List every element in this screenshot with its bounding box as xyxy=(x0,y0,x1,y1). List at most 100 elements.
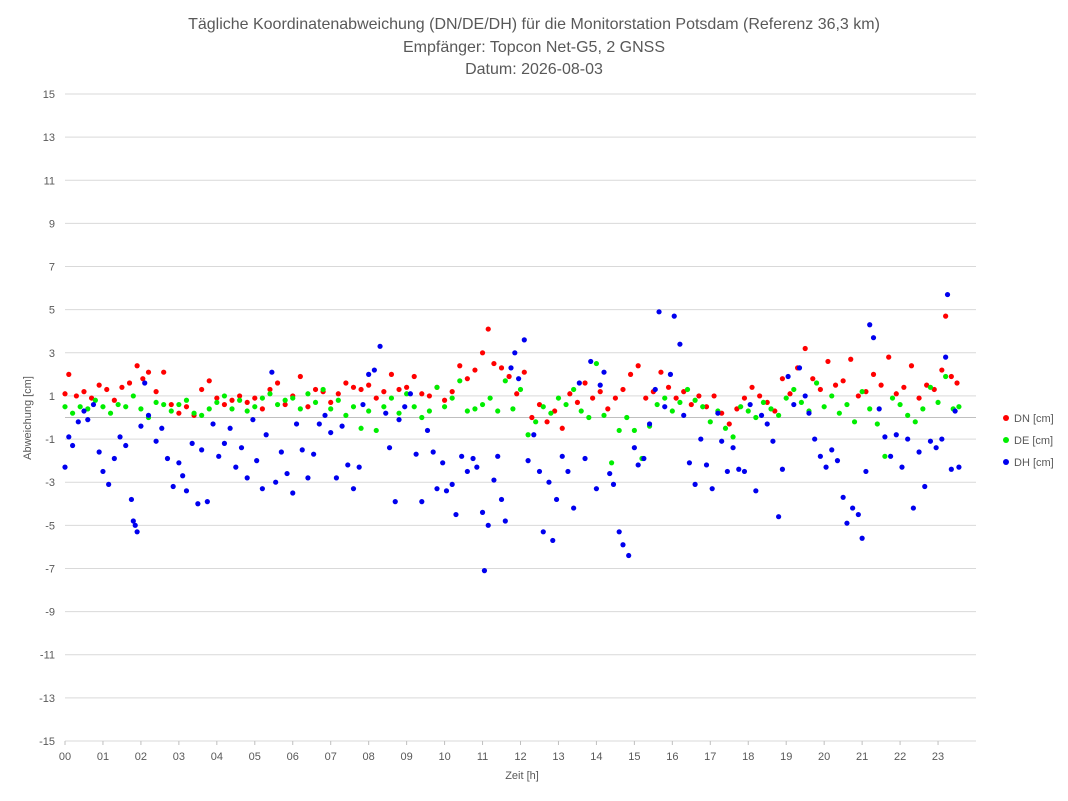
data-point xyxy=(677,341,683,347)
data-point xyxy=(719,438,725,444)
data-point xyxy=(128,496,135,503)
y-tick-label: 1 xyxy=(49,391,55,403)
data-point xyxy=(514,391,520,397)
data-point xyxy=(491,360,497,367)
data-point xyxy=(565,468,571,475)
data-point xyxy=(844,520,850,526)
data-point xyxy=(703,462,710,468)
data-point xyxy=(434,384,440,390)
data-point xyxy=(764,421,770,427)
data-point xyxy=(111,397,117,403)
data-point xyxy=(411,373,417,380)
data-point xyxy=(495,408,501,414)
data-point xyxy=(567,391,573,397)
data-point xyxy=(521,337,527,343)
data-point xyxy=(170,483,176,490)
data-point xyxy=(696,393,702,399)
data-point xyxy=(111,455,117,462)
data-point xyxy=(874,421,880,427)
data-point xyxy=(669,408,675,414)
data-point xyxy=(134,363,140,369)
data-point xyxy=(521,369,527,375)
data-point xyxy=(758,412,765,418)
data-point xyxy=(840,494,846,500)
data-point xyxy=(512,350,518,356)
data-point xyxy=(631,427,637,434)
data-point xyxy=(388,395,395,401)
y-tick-label: -9 xyxy=(45,607,55,619)
data-point xyxy=(419,414,425,421)
data-point xyxy=(927,438,934,444)
data-point xyxy=(142,380,148,386)
data-point xyxy=(335,397,341,403)
data-point xyxy=(413,451,419,457)
data-point xyxy=(96,449,102,455)
data-point xyxy=(563,401,569,408)
data-point xyxy=(168,408,174,414)
data-point xyxy=(813,380,820,386)
data-point xyxy=(229,397,235,403)
data-point xyxy=(956,404,962,410)
data-point xyxy=(328,399,334,406)
data-point xyxy=(263,432,269,438)
data-point xyxy=(529,414,535,421)
data-point xyxy=(419,391,425,397)
x-tick-label: 00 xyxy=(59,751,71,763)
data-point xyxy=(123,404,129,410)
y-tick-label: 9 xyxy=(49,218,55,230)
data-point xyxy=(935,399,941,406)
data-point xyxy=(612,395,618,401)
data-point xyxy=(916,449,922,455)
data-point xyxy=(588,358,594,365)
x-axis-label: Zeit [h] xyxy=(505,770,539,782)
data-point xyxy=(252,404,258,410)
legend: DN [cm] DE [cm] DH [cm] xyxy=(1003,413,1054,469)
y-tick-label: 13 xyxy=(43,132,55,144)
data-point xyxy=(274,380,281,386)
data-point xyxy=(719,410,725,416)
x-tick-label: 22 xyxy=(894,751,906,763)
data-point xyxy=(320,386,326,393)
data-point xyxy=(764,399,770,406)
data-point xyxy=(582,380,588,386)
data-point xyxy=(867,322,873,328)
x-tick-label: 12 xyxy=(514,751,526,763)
data-point xyxy=(464,376,470,382)
data-point xyxy=(593,486,600,492)
data-point xyxy=(449,481,455,487)
data-point xyxy=(290,395,296,401)
x-tick-label: 01 xyxy=(97,751,109,763)
data-point xyxy=(386,445,393,451)
data-point xyxy=(698,436,704,442)
data-point xyxy=(153,438,159,444)
data-point xyxy=(832,382,839,388)
data-point xyxy=(81,389,87,395)
data-point xyxy=(506,373,512,380)
data-point xyxy=(474,464,480,470)
data-point xyxy=(508,365,514,371)
data-point xyxy=(724,468,730,475)
data-point xyxy=(426,408,432,414)
y-tick-label: -15 xyxy=(39,736,55,748)
data-point xyxy=(69,442,76,449)
data-point xyxy=(571,386,577,393)
y-tick-label: 15 xyxy=(43,89,55,101)
data-point xyxy=(544,419,550,425)
data-point xyxy=(817,386,823,393)
data-point xyxy=(259,486,265,492)
data-point xyxy=(293,421,300,427)
chart-subtitle: Empfänger: Topcon Net-G5, 2 GNSS xyxy=(403,39,665,56)
data-point xyxy=(487,395,493,401)
data-point xyxy=(164,455,171,462)
data-point xyxy=(479,401,486,408)
data-point xyxy=(574,399,581,406)
x-tick-label: 11 xyxy=(477,751,488,763)
legend-marker xyxy=(1003,415,1009,421)
data-point xyxy=(183,397,190,403)
x-tick-label: 08 xyxy=(363,751,375,763)
data-point xyxy=(922,483,928,490)
data-point xyxy=(844,401,850,408)
data-point xyxy=(688,401,694,408)
data-point xyxy=(153,399,159,406)
data-point xyxy=(358,386,364,393)
